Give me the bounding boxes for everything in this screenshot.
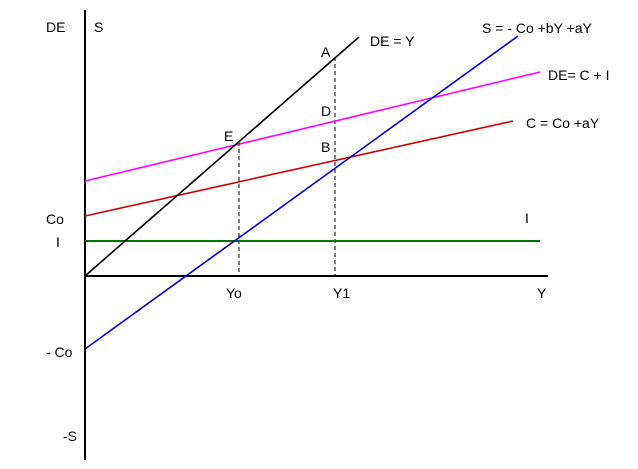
neg-s-axis-label: -S: [63, 428, 77, 444]
i-tick-label: I: [56, 234, 60, 250]
de-equals-y-line: [84, 36, 360, 277]
neg-co-tick-label: - Co: [46, 344, 73, 360]
de-equals-y-label: DE = Y: [370, 33, 415, 49]
point-d-label: D: [321, 103, 331, 119]
saving-line: [84, 35, 519, 350]
point-e-label: E: [224, 128, 233, 144]
y-axis-label-s: S: [94, 19, 103, 35]
yo-tick-label: Yo: [226, 285, 242, 301]
point-b-label: B: [321, 139, 330, 155]
x-axis-label: Y: [537, 285, 547, 301]
investment-label: I: [525, 210, 529, 226]
point-a-label: A: [321, 44, 331, 60]
y-axis-label-de: DE: [46, 19, 65, 35]
y1-tick-label: Y1: [333, 285, 350, 301]
saving-function-label: S = - Co +bY +aY: [482, 20, 593, 36]
consumption-line: [84, 120, 514, 217]
co-tick-label: Co: [46, 211, 64, 227]
aggregate-demand-line: [84, 71, 541, 182]
aggregate-demand-label: DE= C + I: [548, 67, 609, 83]
consumption-function-label: C = Co +aY: [526, 115, 600, 131]
